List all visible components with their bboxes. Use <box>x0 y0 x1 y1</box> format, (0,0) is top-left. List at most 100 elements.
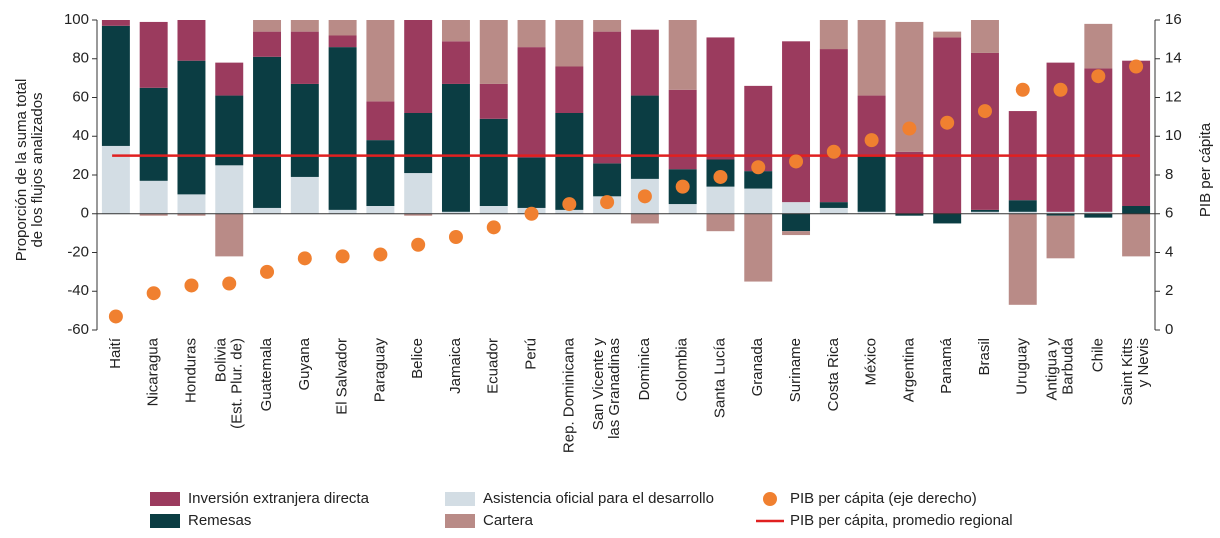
bar-segment <box>1046 215 1075 259</box>
gdp-dot <box>637 189 652 204</box>
bar-segment <box>970 211 999 214</box>
gdp-dot <box>260 264 275 279</box>
y2-tick-label: 12 <box>1165 88 1182 105</box>
gdp-dot <box>184 278 199 293</box>
gdp-dot <box>940 115 955 130</box>
bar-segment <box>215 213 244 257</box>
bar-segment <box>253 56 282 208</box>
bar-segment <box>555 20 584 67</box>
bar-segment <box>139 213 168 216</box>
bar-segment <box>970 20 999 53</box>
bar-segment <box>782 41 811 203</box>
gdp-dot <box>1129 59 1144 74</box>
bar-segment <box>290 176 319 214</box>
bar-segment <box>101 25 130 146</box>
y2-tick-label: 16 <box>1165 11 1182 28</box>
bar-segment <box>1122 213 1151 257</box>
bar-segment <box>101 145 130 214</box>
bar-segment <box>479 83 508 119</box>
gdp-dot <box>751 160 766 175</box>
y-tick-label: -60 <box>67 321 89 338</box>
bar-segment <box>819 207 848 214</box>
legend-label: Inversión extranjera directa <box>188 490 370 507</box>
bar-segment <box>782 231 811 236</box>
bar-segment <box>555 209 584 214</box>
legend-swatch <box>445 492 475 506</box>
gdp-dot <box>1053 82 1068 97</box>
x-tick-label: Jamaica <box>447 337 464 394</box>
bar-segment <box>479 20 508 84</box>
y-tick-label: 100 <box>64 11 89 28</box>
bar-segment <box>1084 213 1113 218</box>
y-tick-label: 60 <box>72 88 89 105</box>
bar-segment <box>857 155 886 212</box>
legend-dot <box>763 492 777 506</box>
x-tick-label: Bolivia(Est. Plur. de) <box>212 337 245 429</box>
bar-segment <box>290 20 319 32</box>
x-tick-label: Argentina <box>900 337 917 402</box>
bar-segment <box>895 151 924 214</box>
bar-segment <box>290 83 319 177</box>
x-tick-label: Belice <box>409 338 426 379</box>
y2-tick-label: 10 <box>1165 127 1182 144</box>
bar-segment <box>668 204 697 214</box>
bar-segment <box>215 62 244 96</box>
bar-segment <box>366 140 395 206</box>
bar-segment <box>404 173 433 214</box>
bar-segment <box>177 194 206 214</box>
bar-segment <box>366 206 395 214</box>
legend-swatch <box>150 492 180 506</box>
gdp-dot <box>826 144 841 159</box>
bar-segment <box>328 20 357 36</box>
bar-segment <box>1122 60 1151 206</box>
bar-segment <box>970 52 999 210</box>
bar-segment <box>441 41 470 84</box>
x-tick-label: Rep. Dominicana <box>560 337 577 453</box>
legend-label: Cartera <box>483 512 534 529</box>
y-tick-label: 20 <box>72 166 89 183</box>
gdp-dot <box>486 220 501 235</box>
bar-segment <box>517 157 546 208</box>
gdp-dot <box>335 249 350 264</box>
y-tick-label: 80 <box>72 50 89 67</box>
bar-segment <box>404 213 433 216</box>
x-tick-label: Colombia <box>674 337 691 401</box>
bar-segment <box>593 20 622 32</box>
bar-segment <box>328 35 357 48</box>
bar-segment <box>215 165 244 214</box>
legend-swatch <box>150 514 180 528</box>
gdp-dot <box>297 251 312 266</box>
y2-tick-label: 6 <box>1165 205 1173 222</box>
gdp-dot <box>448 230 463 244</box>
x-tick-label: Santa Lucía <box>711 337 728 418</box>
bar-segment <box>139 180 168 214</box>
x-tick-label: Perú <box>523 338 540 370</box>
bar-segment <box>555 66 584 113</box>
y2-tick-label: 4 <box>1165 243 1173 260</box>
bar-segment <box>253 31 282 57</box>
bar-segment <box>630 213 659 224</box>
bar-segment <box>253 20 282 32</box>
bar-segment <box>139 87 168 181</box>
bar-segment <box>253 207 282 214</box>
bar-segment <box>517 47 546 158</box>
x-tick-label: Chile <box>1089 338 1106 372</box>
bar-segment <box>1084 23 1113 69</box>
bar-segment <box>1084 68 1113 212</box>
bar-segment <box>706 213 735 232</box>
bar-segment <box>933 213 962 224</box>
bar-segment <box>744 85 773 172</box>
bar-segment <box>668 20 697 90</box>
bar-segment <box>970 209 999 212</box>
gdp-dot <box>789 154 804 169</box>
x-tick-label: Guyana <box>296 337 313 390</box>
bar-segment <box>101 20 130 26</box>
y-tick-label: -40 <box>67 282 89 299</box>
bar-segment <box>782 213 811 232</box>
bar-segment <box>1008 213 1037 305</box>
x-tick-label: México <box>863 338 880 386</box>
x-tick-label: Ecuador <box>485 338 502 394</box>
x-tick-label: Paraguay <box>371 338 388 403</box>
bar-segment <box>819 20 848 50</box>
